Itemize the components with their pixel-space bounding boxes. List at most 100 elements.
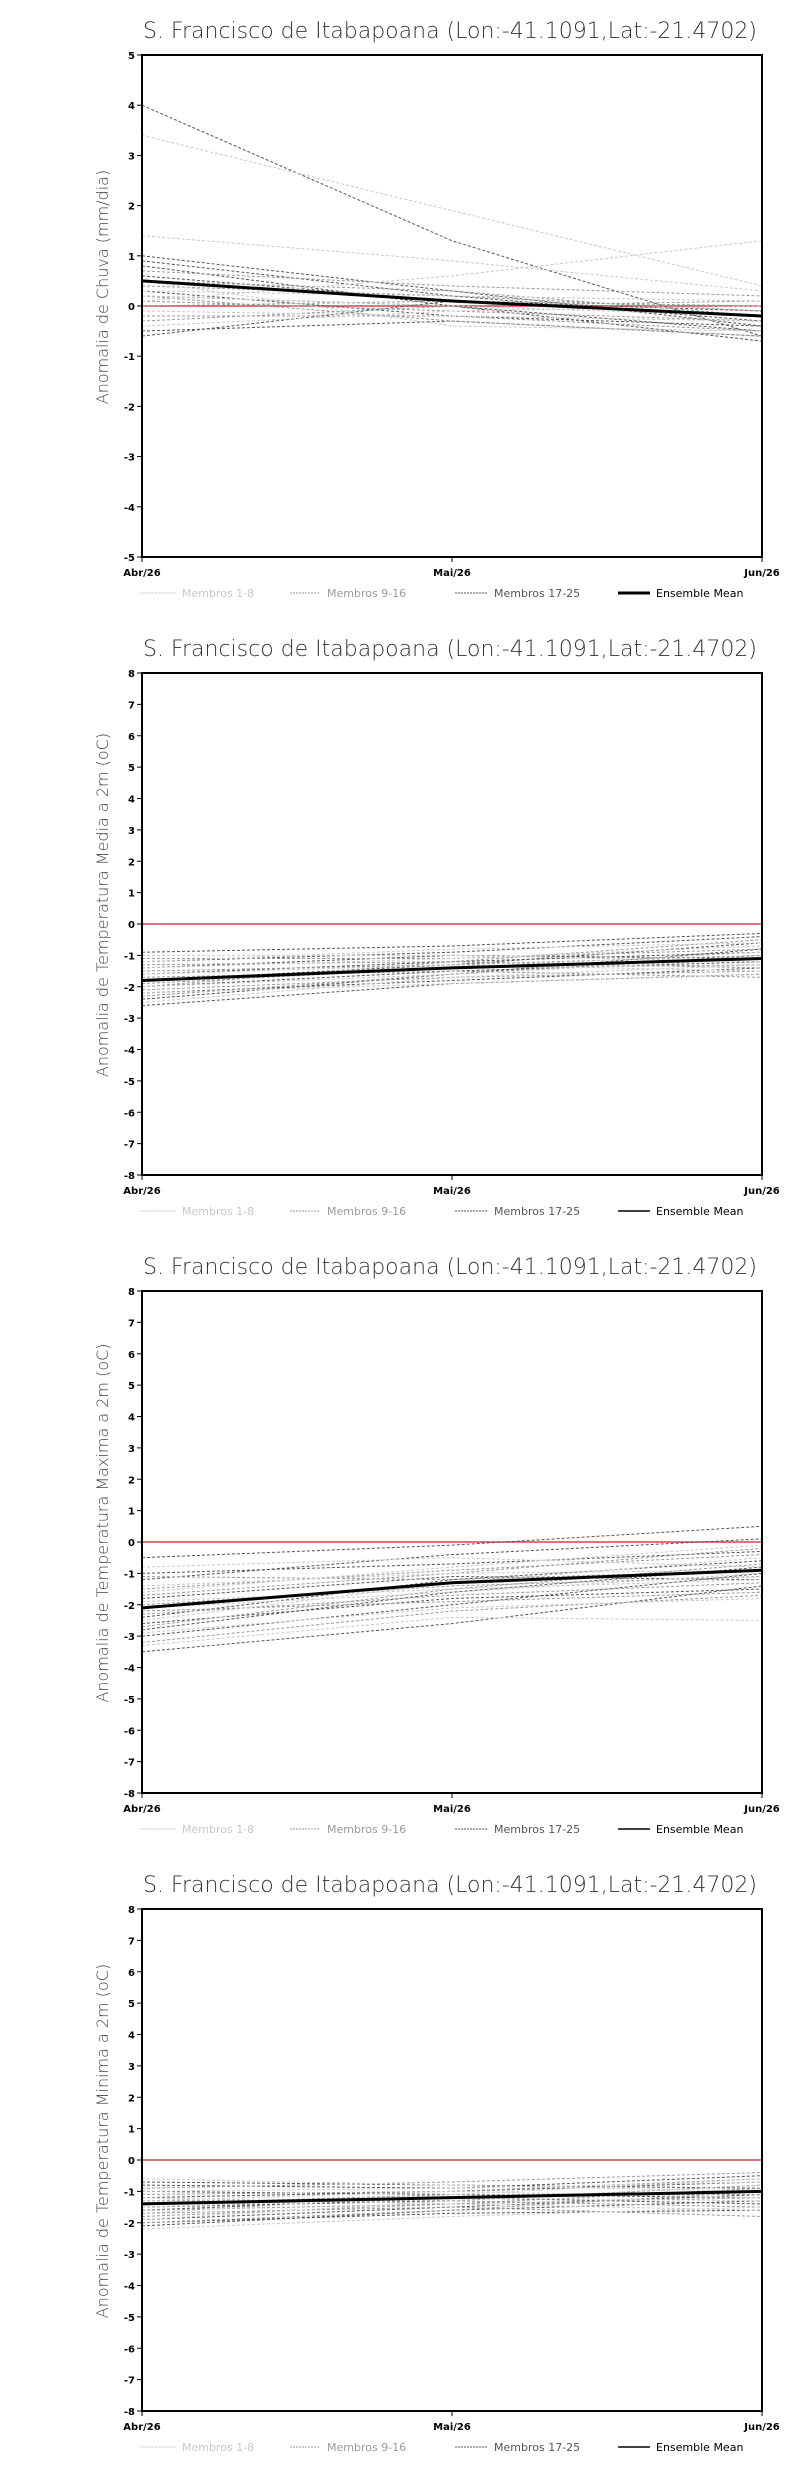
y-axis-label: Anomalia de Chuva (mm/dia): [93, 170, 112, 404]
y-tick-label: 7: [128, 700, 135, 711]
y-tick-label: -3: [124, 1632, 135, 1643]
series-line-membros-1-8: [141, 1579, 763, 1603]
series-line-membros-17-25: [141, 1588, 763, 1625]
y-tick-label: -7: [124, 1758, 135, 1769]
y-tick-label: -8: [124, 2407, 135, 2418]
x-tick-label: Mai/26: [433, 2422, 471, 2433]
x-tick-label: Jun/26: [743, 2422, 780, 2433]
series-line-membros-9-16: [141, 2190, 763, 2224]
series-line-membros-9-16: [141, 1591, 763, 1612]
y-tick-label: -2: [124, 402, 135, 413]
series-line-ensemble-mean: [141, 957, 763, 982]
series-line-membros-1-8: [141, 240, 763, 302]
chart-svg: S. Francisco de Itabapoana (Lon:-41.1091…: [93, 1255, 780, 1836]
x-tick-label: Jun/26: [743, 1186, 780, 1197]
series-line-membros-17-25: [141, 1576, 763, 1599]
legend-label-membros-17-25: Membros 17-25: [494, 2441, 580, 2454]
y-tick-label: 5: [128, 1999, 135, 2010]
series-line-membros-9-16: [141, 295, 763, 337]
y-tick-label: -4: [124, 1664, 135, 1675]
series-line-membros-1-8: [141, 134, 763, 287]
y-tick-label: -3: [124, 453, 135, 464]
series-line-membros-17-25: [141, 2209, 763, 2224]
series-line-membros-17-25: [141, 104, 763, 337]
series-line-membros-1-8: [141, 305, 763, 327]
series-line-membros-1-8: [141, 973, 763, 994]
series-line-membros-1-8: [141, 1569, 763, 1587]
y-tick-label: 1: [128, 1507, 135, 1518]
series-line-membros-9-16: [141, 1594, 763, 1643]
y-tick-label: 6: [128, 732, 135, 743]
series-line-membros-17-25: [141, 932, 763, 953]
y-tick-label: 8: [128, 669, 135, 680]
y-tick-label: 3: [128, 826, 135, 837]
chart-title: S. Francisco de Itabapoana (Lon:-41.1091…: [143, 1255, 757, 1280]
y-tick-label: -5: [124, 2313, 135, 2324]
series-line-membros-9-16: [141, 270, 763, 297]
y-tick-label: 7: [128, 1318, 135, 1329]
y-axis-label: Anomalia de Temperatura Media a 2m (oC): [93, 733, 112, 1077]
y-tick-label: -5: [124, 1695, 135, 1706]
y-tick-label: 5: [128, 51, 135, 62]
y-tick-label: 4: [128, 2031, 135, 2042]
y-tick-label: 0: [128, 1538, 135, 1549]
chart-title: S. Francisco de Itabapoana (Lon:-41.1091…: [143, 1873, 757, 1898]
x-tick-label: Abr/26: [123, 2422, 160, 2433]
series-line-membros-1-8: [141, 958, 763, 988]
series-line-membros-1-8: [141, 2184, 763, 2221]
legend-label-membros-1-8: Membros 1-8: [182, 1823, 254, 1836]
series-line-membros-17-25: [141, 973, 763, 1007]
series-line-membros-1-8: [141, 1544, 763, 1593]
series-line-membros-17-25: [141, 1538, 763, 1581]
series-line-membros-1-8: [141, 235, 763, 292]
series-line-membros-1-8: [142, 954, 763, 963]
y-tick-label: 3: [128, 2062, 135, 2073]
y-tick-label: 6: [128, 1968, 135, 1979]
x-tick-label: Jun/26: [743, 1804, 780, 1815]
y-tick-label: -1: [124, 1569, 135, 1580]
plot-frame: [141, 1290, 763, 1794]
chart-plot-area: -8 -7 -6 -5 -4 -3 -2 -1 0 1 2 3 4 5 6 7 8: [124, 669, 763, 1182]
y-tick-label: 4: [128, 795, 135, 806]
plot-frame: [141, 1908, 763, 2412]
legend-label-membros-17-25: Membros 17-25: [494, 1205, 580, 1218]
legend-label-membros-1-8: Membros 1-8: [182, 587, 254, 600]
y-tick-label: -6: [124, 1726, 135, 1737]
legend-label-membros-1-8: Membros 1-8: [182, 1205, 254, 1218]
chart-title: S. Francisco de Itabapoana (Lon:-41.1091…: [143, 19, 757, 44]
series-line-ensemble-mean: [141, 1568, 763, 1610]
series-line-membros-17-25: [141, 967, 763, 994]
legend-label-membros-9-16: Membros 9-16: [327, 1823, 406, 1836]
series-line-membros-9-16: [141, 939, 763, 988]
y-tick-label: -3: [124, 2250, 135, 2261]
legend-label-ensemble-mean: Ensemble Mean: [656, 2441, 743, 2454]
y-tick-label: 0: [128, 920, 135, 931]
y-tick-label: 2: [128, 202, 135, 213]
series-line-membros-1-8: [141, 942, 763, 963]
legend-label-membros-17-25: Membros 17-25: [494, 1823, 580, 1836]
series-line-membros-17-25: [141, 1550, 763, 1574]
y-tick-label: -1: [124, 352, 135, 363]
y-tick-label: -1: [124, 2187, 135, 2198]
legend-label-membros-1-8: Membros 1-8: [182, 2441, 254, 2454]
x-tick-label: Mai/26: [433, 568, 471, 579]
y-tick-label: 1: [128, 2125, 135, 2136]
legend-label-membros-9-16: Membros 9-16: [327, 2441, 406, 2454]
y-tick-label: 1: [128, 889, 135, 900]
series-line-membros-1-8: [141, 2206, 763, 2230]
chart-panel-chuva: S. Francisco de Itabapoana (Lon:-41.1091…: [0, 0, 800, 618]
y-tick-label: -2: [124, 2219, 135, 2230]
legend-label-membros-9-16: Membros 9-16: [327, 1205, 406, 1218]
chart-legend: Membros 1-8 Membros 9-16 Membros 17-25 E…: [140, 1823, 743, 1836]
series-line-membros-1-8: [141, 2178, 763, 2192]
chart-svg: S. Francisco de Itabapoana (Lon:-41.1091…: [93, 19, 780, 600]
series-line-membros-1-8: [141, 295, 763, 317]
series-line-membros-1-8: [141, 1597, 763, 1634]
y-tick-label: 2: [128, 1475, 135, 1486]
y-tick-label: -1: [124, 951, 135, 962]
series-line-membros-17-25: [141, 1585, 763, 1653]
y-tick-label: 2: [128, 857, 135, 868]
chart-panel-temperatura-media: S. Francisco de Itabapoana (Lon:-41.1091…: [0, 618, 800, 1236]
chart-plot-area: -8 -7 -6 -5 -4 -3 -2 -1 0 1 2 3 4 5 6 7 8: [124, 1905, 763, 2418]
series-line-ensemble-mean: [141, 279, 763, 318]
